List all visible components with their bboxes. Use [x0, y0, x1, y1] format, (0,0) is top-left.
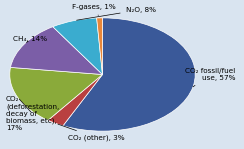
Text: F-gases, 1%: F-gases, 1% [72, 4, 116, 15]
Wedge shape [10, 27, 102, 74]
Text: CH₄, 14%: CH₄, 14% [13, 37, 48, 42]
Wedge shape [53, 18, 102, 74]
Text: CO₂
(deforestation,
decay of
biomass, etc),
17%: CO₂ (deforestation, decay of biomass, et… [6, 97, 59, 131]
Wedge shape [97, 18, 102, 74]
Wedge shape [63, 18, 195, 131]
Wedge shape [10, 67, 102, 120]
Text: CO₂ (other), 3%: CO₂ (other), 3% [58, 124, 125, 141]
Wedge shape [48, 74, 102, 126]
Text: N₂O, 8%: N₂O, 8% [77, 7, 156, 20]
Text: CO₂ fossil/fuel
use, 57%: CO₂ fossil/fuel use, 57% [185, 68, 235, 87]
